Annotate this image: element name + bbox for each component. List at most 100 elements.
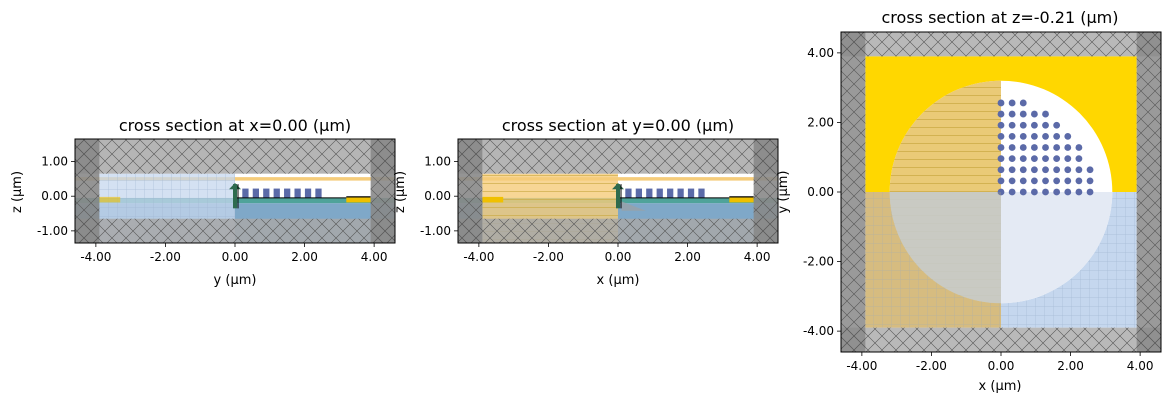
y-tick-label: 0.00 (807, 185, 834, 199)
hole (1075, 155, 1083, 163)
panel-y-section: cross section at y=0.00 (μm) -4.00 -2.00 0… (393, 116, 779, 288)
hole (997, 132, 1005, 140)
hole (1019, 144, 1027, 151)
hole (997, 155, 1005, 163)
hole (1075, 166, 1083, 174)
panel-2-xlabel: x (μm) (597, 273, 640, 288)
grating-tooth (635, 188, 642, 198)
pml-top-hatch (458, 139, 778, 174)
pml-left-hatch (458, 139, 483, 243)
grating-tooth (667, 188, 674, 198)
x-tick-label: 0.00 (222, 250, 249, 264)
hole (1042, 121, 1049, 129)
hole (1030, 144, 1038, 151)
hole (1075, 144, 1083, 151)
pml-right-hatch (753, 139, 778, 243)
hole (1053, 121, 1061, 129)
hole (997, 166, 1005, 174)
pml-bottom-hatch (75, 218, 395, 243)
hole (1008, 177, 1016, 185)
hole (1019, 188, 1027, 196)
panel-3-title: cross section at z=-0.21 (μm) (882, 8, 1119, 27)
x-tick-label: 0.00 (988, 359, 1015, 373)
hole (1030, 155, 1038, 163)
pml-bottom-hatch (458, 218, 778, 243)
hole (997, 144, 1005, 151)
hole (1064, 144, 1072, 151)
y-tick-label: -2.00 (803, 255, 834, 269)
panel-1-xlabel: y (μm) (214, 273, 257, 288)
y-tick-label: -1.00 (37, 224, 68, 238)
hole (1008, 132, 1016, 140)
hole (1042, 110, 1049, 118)
panel-z-section: cross section at z=-0.21 (μm) -4.00 -2.00… (776, 8, 1162, 394)
hole (997, 121, 1005, 129)
hole (1053, 188, 1061, 196)
panel-2-ylabel: z (μm) (393, 171, 408, 213)
hole (1086, 166, 1094, 174)
y-tick-label: 0.00 (424, 189, 451, 203)
grating-tooth (304, 188, 312, 198)
hole (1042, 155, 1049, 163)
hole (1008, 110, 1016, 118)
hole (1053, 155, 1061, 163)
grating-tooth (294, 188, 301, 198)
panel-1-ylabel: z (μm) (10, 171, 25, 213)
x-tick-label: 2.00 (674, 250, 701, 264)
x-tick-label: -2.00 (533, 250, 564, 264)
hole (1064, 155, 1072, 163)
pml-bottom-hatch (841, 327, 1161, 352)
grating-tooth (315, 188, 322, 198)
hole (1030, 132, 1038, 140)
hole (1030, 121, 1038, 129)
hole (1053, 166, 1061, 174)
grating-tooth (656, 188, 663, 198)
disk-lower-half (889, 192, 1113, 304)
hole (1075, 177, 1083, 185)
hole (1042, 144, 1049, 151)
panel-3-plot: -4.00 -2.00 0.00 2.00 4.00 -4.00 -2.00 0.00 2.00… (803, 31, 1162, 373)
grating-tooth (284, 188, 291, 198)
grating-tooth (687, 188, 695, 198)
x-tick-label: -2.00 (916, 359, 947, 373)
grating-tooth (252, 188, 259, 198)
panel-3-ylabel: y (μm) (776, 171, 791, 214)
panel-x-section: cross section at x=0.00 (μm) -4.00 -2.00 0… (10, 116, 396, 288)
y-tick-label: 1.00 (41, 155, 68, 169)
left-waveguide (482, 196, 504, 203)
lower-left-shade (865, 192, 1001, 328)
y-tick-label: 4.00 (807, 46, 834, 60)
x-tick-label: 0.00 (605, 250, 632, 264)
grating-tooth (677, 188, 684, 198)
pml-right-hatch (370, 139, 395, 243)
hole (997, 99, 1005, 107)
x-tick-label: 4.00 (744, 250, 771, 264)
hole (1086, 177, 1094, 185)
hole (1053, 132, 1061, 140)
pml-right-hatch (1136, 32, 1161, 352)
hole (1019, 121, 1027, 129)
grating-tooth (625, 188, 632, 198)
grating-tooth (646, 188, 653, 198)
panel-2-title: cross section at y=0.00 (μm) (502, 116, 734, 135)
waveguide-stub (346, 196, 371, 203)
grating-tooth (698, 188, 705, 198)
x-tick-label: -4.00 (463, 250, 494, 264)
y-tick-label: 2.00 (807, 115, 834, 129)
x-tick-label: -4.00 (80, 250, 111, 264)
x-tick-label: 2.00 (291, 250, 318, 264)
pml-left-hatch (75, 139, 100, 243)
hole (1008, 155, 1016, 163)
hole (1086, 188, 1094, 196)
panel-3-xlabel: x (μm) (979, 379, 1022, 394)
y-tick-label: 0.00 (41, 189, 68, 203)
grating-tooth (273, 188, 280, 198)
hole (997, 188, 1005, 196)
hole (1008, 144, 1016, 151)
hole (1030, 166, 1038, 174)
pml-top-hatch (75, 139, 395, 174)
hole (1030, 110, 1038, 118)
hole (1019, 99, 1027, 107)
hole (1042, 166, 1049, 174)
